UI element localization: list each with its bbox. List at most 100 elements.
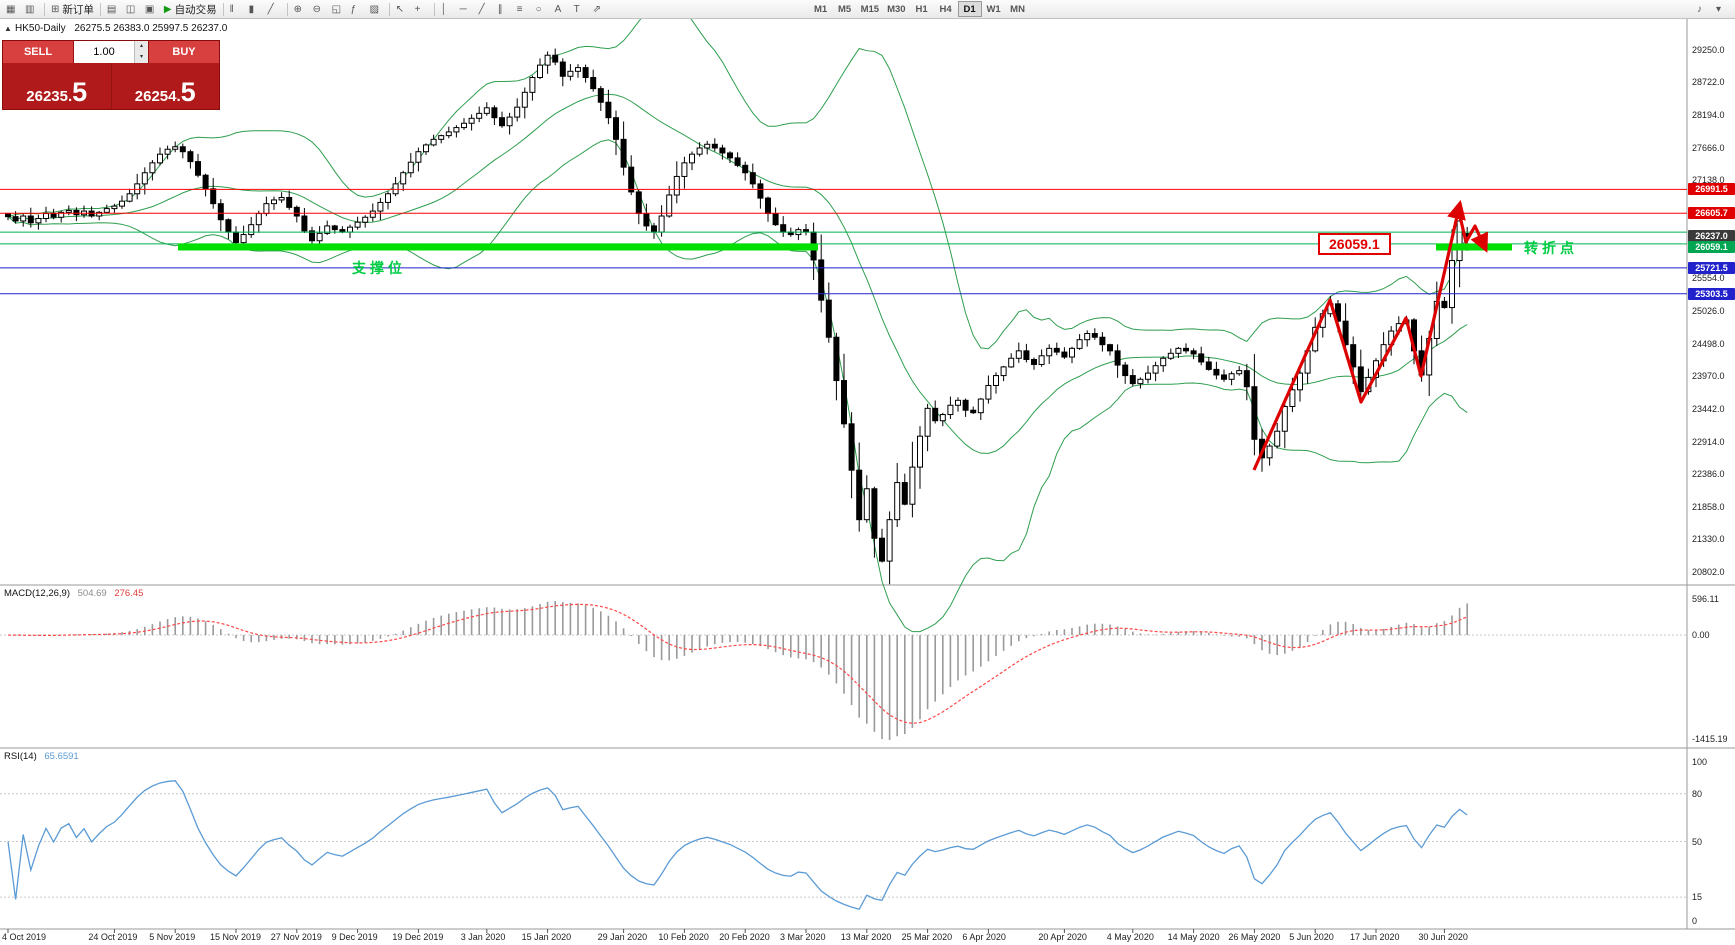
templates-button[interactable]: ▨: [367, 1, 386, 18]
macd-signal-line: [7, 603, 1468, 724]
channel-button[interactable]: ∥: [495, 1, 514, 18]
toolbar-separator: [286, 2, 288, 16]
buy-price[interactable]: 26254. 5: [112, 63, 220, 109]
trade-panel-controls: SELL 1.00 ▴ ▾ BUY: [3, 41, 219, 63]
timeframe-h4-button[interactable]: H4: [934, 1, 958, 17]
new-chart-button[interactable]: ▦: [3, 1, 22, 18]
navigator-button[interactable]: ◫: [123, 1, 142, 18]
timeframe-w1-button[interactable]: W1: [982, 1, 1006, 17]
text-button[interactable]: A: [552, 1, 571, 18]
line-chart-button[interactable]: ╱: [265, 1, 284, 18]
new-order-button[interactable]: ⊞ 新订单: [48, 1, 97, 18]
bar-chart-icon: ‖: [229, 3, 234, 15]
market-watch-icon: ▤: [106, 3, 117, 15]
sell-price[interactable]: 26235. 5: [3, 63, 112, 109]
crosshair-icon: +: [414, 3, 421, 15]
candlestick-chart-button[interactable]: ▮: [246, 1, 265, 18]
cursor-button[interactable]: ↖: [393, 1, 412, 18]
toolbar-button-label: 新订单: [62, 3, 94, 16]
main-toolbar: ▦ ▥ ⊞ 新订单 ▤ ◫ ▣ ▶ 自动交易 ‖ ▮ ╱ ⊕ ⊖ ◱ ƒ ▨ ↖ + │ ─ ╱ ∥ ≡ ○ A T ⇗ M1 M5 M1…: [0, 0, 1735, 19]
one-click-trading-panel: SELL 1.00 ▴ ▾ BUY 26235. 5 26254. 5: [2, 40, 220, 110]
timeframe-toolbar: M1 M5 M15 M30 H1 H4 D1 W1 MN: [809, 1, 1030, 17]
buy-button[interactable]: BUY: [148, 41, 219, 63]
timeframe-d1-button[interactable]: D1: [957, 1, 982, 17]
trade-panel-prices: 26235. 5 26254. 5: [3, 63, 219, 109]
timeframe-m15-button[interactable]: M15: [857, 1, 883, 17]
lot-size-value[interactable]: 1.00: [93, 46, 115, 58]
lot-decrease-button[interactable]: ▾: [135, 52, 148, 63]
tile-windows-button[interactable]: ◱: [329, 1, 348, 18]
arrow-tools-icon: ⇗: [592, 3, 601, 15]
indicators-icon: ƒ: [350, 3, 357, 15]
tile-windows-icon: ◱: [331, 3, 342, 15]
lot-size-field: 1.00 ▴ ▾: [74, 41, 148, 63]
sound-button[interactable]: ♪: [1694, 1, 1713, 18]
arrow-tools-button[interactable]: ⇗: [590, 1, 609, 18]
toolbar-separator: [222, 2, 224, 16]
terminal-button[interactable]: ▣: [142, 1, 161, 18]
market-watch-button[interactable]: ▤: [104, 1, 123, 18]
zoom-in-button[interactable]: ⊕: [291, 1, 310, 18]
channel-icon: ∥: [497, 3, 503, 15]
sell-price-big-digit: 5: [72, 77, 88, 108]
timeframe-m1-button[interactable]: M1: [809, 1, 833, 17]
trend-arrow[interactable]: [1252, 199, 1466, 471]
bollinger-lower-band: [7, 139, 1468, 633]
toolbar-separator: [388, 2, 390, 16]
buy-price-big-digit: 5: [180, 77, 196, 108]
turning-point-annotation[interactable]: 转折点: [1524, 240, 1578, 256]
bollinger-upper-band: [7, 1, 1468, 350]
zoom-out-button[interactable]: ⊖: [310, 1, 329, 18]
sell-button[interactable]: SELL: [3, 41, 74, 63]
toolbar-button-label: 自动交易: [174, 3, 217, 16]
zoom-in-icon: ⊕: [293, 3, 302, 15]
time-axis[interactable]: [0, 929, 1687, 945]
bollinger-middle-band: [7, 93, 1468, 454]
timeframe-h1-button[interactable]: H1: [910, 1, 934, 17]
toolbar-menu-icon: ▾: [1716, 3, 1722, 15]
indicators-button[interactable]: ƒ: [348, 1, 367, 18]
shapes-icon: ○: [535, 3, 542, 15]
fibonacci-icon: ≡: [516, 3, 523, 15]
macd-histogram: [14, 601, 1468, 740]
templates-icon: ▨: [369, 3, 380, 15]
price-annotation-box[interactable]: 26059.1: [1318, 233, 1391, 255]
fibonacci-button[interactable]: ≡: [514, 1, 533, 18]
timeframe-m5-button[interactable]: M5: [833, 1, 857, 17]
bar-chart-button[interactable]: ‖: [227, 1, 246, 18]
candlestick-chart-icon: ▮: [248, 3, 255, 15]
toolbar-separator: [99, 2, 101, 16]
text-label-icon: T: [573, 3, 580, 15]
trend-arrow[interactable]: [1457, 211, 1489, 253]
bollinger-bands: [7, 1, 1468, 633]
chart-profiles-icon: ▥: [25, 3, 35, 15]
navigator-icon: ◫: [125, 3, 136, 15]
vertical-line-button[interactable]: │: [438, 1, 457, 18]
toolbar-separator: [44, 2, 45, 16]
sell-price-main: 26235.: [26, 88, 73, 105]
horizontal-line-icon: ─: [459, 3, 467, 15]
horizontal-line-button[interactable]: ─: [457, 1, 476, 18]
price-axis[interactable]: [1687, 19, 1735, 929]
lot-increase-button[interactable]: ▴: [135, 41, 148, 52]
trendline-button[interactable]: ╱: [476, 1, 495, 18]
panel-separators: [0, 19, 1735, 930]
toolbar-right-group: ♪ ▾: [1694, 1, 1732, 18]
line-chart-icon: ╱: [267, 3, 274, 15]
toolbar-left-group: ▦ ▥ ⊞ 新订单 ▤ ◫ ▣ ▶ 自动交易 ‖ ▮ ╱ ⊕ ⊖ ◱ ƒ ▨ ↖ + │ ─ ╱ ∥ ≡ ○ A T ⇗: [3, 1, 609, 18]
buy-price-main: 26254.: [134, 88, 181, 105]
autotrading-button[interactable]: ▶ 自动交易: [161, 1, 220, 18]
rsi-line: [7, 780, 1468, 911]
support-level-annotation[interactable]: 支撑位: [352, 260, 406, 276]
toolbar-menu-button[interactable]: ▾: [1713, 1, 1732, 18]
shapes-button[interactable]: ○: [533, 1, 552, 18]
chart-profiles-button[interactable]: ▥: [22, 1, 41, 18]
crosshair-button[interactable]: +: [412, 1, 431, 18]
new-order-icon: ⊞: [51, 3, 60, 15]
new-chart-icon: ▦: [6, 3, 16, 15]
text-label-button[interactable]: T: [571, 1, 590, 18]
timeframe-mn-button[interactable]: MN: [1006, 1, 1030, 17]
timeframe-m30-button[interactable]: M30: [883, 1, 909, 17]
vertical-line-icon: │: [440, 3, 447, 15]
